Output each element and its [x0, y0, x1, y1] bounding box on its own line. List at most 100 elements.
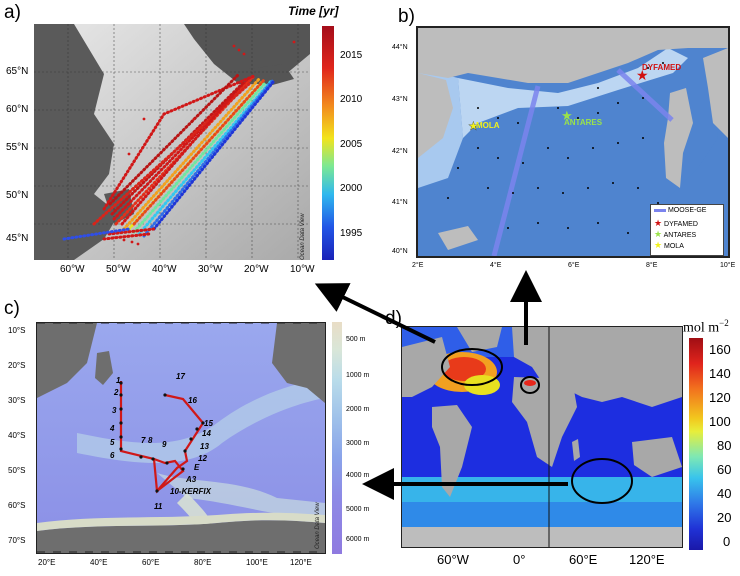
panel-c-label: c): [4, 298, 20, 319]
panel-d: d): [385, 296, 740, 576]
svg-text:★: ★: [561, 109, 573, 124]
panel-d-cb-unit: mol m: [683, 320, 720, 336]
panel-d-colorbar: [689, 338, 703, 550]
station-label: 9: [162, 440, 167, 449]
station-label: 10-KERFIX: [170, 487, 211, 496]
panel-c-depth-tick: 500 m: [346, 336, 366, 343]
station-label: 16: [188, 396, 197, 405]
station-label: 15: [204, 419, 213, 428]
panel-a-lat-tick: 50°N: [6, 190, 29, 201]
panel-a-lat-tick: 60°N: [6, 104, 29, 115]
panel-a-label: a): [4, 2, 21, 23]
panel-b-lat-tick: 44°N: [392, 44, 408, 51]
panel-c-depth-tick: 1000 m: [346, 372, 370, 379]
panel-c-depth-tick: 6000 m: [346, 536, 370, 543]
panel-a-cb-tick: 2010: [340, 94, 363, 105]
panel-a-lon-tick: 20°W: [244, 264, 269, 275]
panel-a-lon-tick: 60°W: [60, 264, 85, 275]
legend-line-swatch: [654, 208, 666, 212]
star-icon: ★: [654, 229, 663, 239]
station-label: 12: [198, 454, 207, 463]
panel-c-lon-tick: 40°E: [90, 558, 108, 567]
panel-a-lon-tick: 10°W: [290, 264, 315, 275]
panel-c-lat-tick: 20°S: [8, 361, 26, 370]
panel-d-cb-exp: −2: [719, 318, 729, 328]
panel-c-depth-tick: 2000 m: [346, 406, 370, 413]
station-label: 13: [200, 442, 209, 451]
station-label: 5: [110, 438, 115, 447]
panel-b-lon-tick: 10°E: [720, 262, 736, 269]
panel-a-lat-tick: 55°N: [6, 142, 29, 153]
panel-d-cb-tick: 80: [717, 438, 732, 453]
panel-a-watermark: Ocean Data View: [300, 213, 306, 260]
panel-b-lon-tick: 8°E: [646, 262, 658, 269]
station-label: 14: [202, 429, 211, 438]
panel-d-cb-tick: 60: [717, 462, 732, 477]
legend-item: MOOSE-GE: [654, 207, 706, 214]
star-icon: ★: [654, 240, 663, 250]
station-label: 2: [114, 388, 119, 397]
panel-b-lon-tick: 4°E: [490, 262, 502, 269]
panel-b-lon-tick: 2°E: [412, 262, 424, 269]
station-label: 3: [112, 406, 117, 415]
panel-a-cb-tick: 1995: [340, 228, 363, 239]
station-label: 17: [176, 372, 185, 381]
panel-d-cb-tick: 40: [717, 486, 732, 501]
station-label: 11: [154, 502, 163, 511]
panel-a-map: Ocean Data View: [34, 24, 310, 260]
legend-item: ★ MOLA: [654, 240, 684, 251]
station-label: A3: [186, 475, 197, 484]
panel-c-lon-tick: 120°E: [290, 558, 312, 567]
site-label-dyfamed: DYFAMED: [642, 63, 682, 72]
svg-text:★: ★: [636, 68, 649, 84]
panel-d-cb-tick: 100: [709, 414, 731, 429]
panel-c-lat-tick: 10°S: [8, 326, 26, 335]
panel-c-lat-tick: 70°S: [8, 536, 26, 545]
panel-c-depth-colorbar: [332, 322, 342, 554]
panel-d-lon-tick: 120°E: [629, 552, 665, 567]
panel-b-lat-tick: 43°N: [392, 96, 408, 103]
panel-c-lat-tick: 40°S: [8, 431, 26, 440]
station-label: E: [194, 463, 200, 472]
site-label-antares: ANTARES: [564, 118, 603, 127]
panel-c-watermark: Ocean Data View: [315, 502, 321, 549]
panel-b-lat-tick: 40°N: [392, 248, 408, 255]
panel-b: b): [370, 0, 740, 290]
panel-c-lon-tick: 60°E: [142, 558, 160, 567]
panel-a-lon-tick: 40°W: [152, 264, 177, 275]
legend-label: MOLA: [664, 243, 684, 250]
panel-a-lat-tick: 45°N: [6, 233, 29, 244]
panel-c-lon-tick: 100°E: [246, 558, 268, 567]
panel-c-lat-tick: 60°S: [8, 501, 26, 510]
legend-label: DYFAMED: [664, 221, 698, 228]
legend-item: ★ ANTARES: [654, 229, 696, 240]
svg-text:★: ★: [468, 119, 479, 133]
panel-a-cb-tick: 2015: [340, 50, 363, 61]
panel-a-colorbar-title: Time [yr]: [288, 4, 339, 18]
panel-b-lat-tick: 41°N: [392, 199, 408, 206]
panel-c-lon-tick: 80°E: [194, 558, 212, 567]
panel-b-label: b): [398, 6, 415, 27]
panel-a-colorbar: [322, 26, 334, 260]
station-label: 4: [110, 424, 115, 433]
panel-d-lon-tick: 0°: [513, 552, 526, 567]
panel-d-cb-tick: 160: [709, 342, 731, 357]
panel-d-cb-tick: 0: [723, 534, 731, 549]
panel-a-cb-tick: 2000: [340, 183, 363, 194]
panel-c-depth-tick: 4000 m: [346, 472, 370, 479]
panel-b-lat-tick: 42°N: [392, 148, 408, 155]
panel-b-map: ★ ★ ★ DYFAMED ANTARES MOLA MOOSE-GE ★ DY…: [416, 26, 730, 258]
station-label: 1: [116, 376, 121, 385]
panel-c-depth-tick: 3000 m: [346, 440, 370, 447]
panel-d-map: [401, 326, 683, 548]
panel-a-lon-tick: 50°W: [106, 264, 131, 275]
panel-c-lat-tick: 30°S: [8, 396, 26, 405]
panel-d-colorbar-title: mol m−2: [683, 318, 729, 337]
legend-item: ★ DYFAMED: [654, 218, 698, 229]
panel-d-cb-tick: 140: [709, 366, 731, 381]
panel-c-lon-tick: 20°E: [38, 558, 56, 567]
panel-c-depth-tick: 5000 m: [346, 506, 370, 513]
station-label: 7: [141, 436, 146, 445]
legend-label: MOOSE-GE: [667, 207, 707, 214]
panel-b-legend: MOOSE-GE ★ DYFAMED ★ ANTARES ★ MOLA: [650, 204, 724, 256]
